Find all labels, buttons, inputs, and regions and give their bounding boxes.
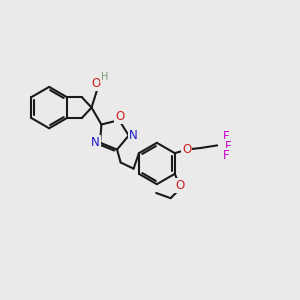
Text: F: F: [223, 149, 229, 162]
Text: H: H: [101, 72, 108, 82]
Text: F: F: [223, 130, 229, 142]
Text: N: N: [91, 136, 100, 149]
Text: O: O: [182, 143, 191, 156]
Text: N: N: [129, 128, 138, 142]
Text: O: O: [175, 179, 184, 192]
Text: F: F: [225, 140, 232, 153]
Text: O: O: [91, 77, 100, 90]
Text: O: O: [115, 110, 124, 124]
